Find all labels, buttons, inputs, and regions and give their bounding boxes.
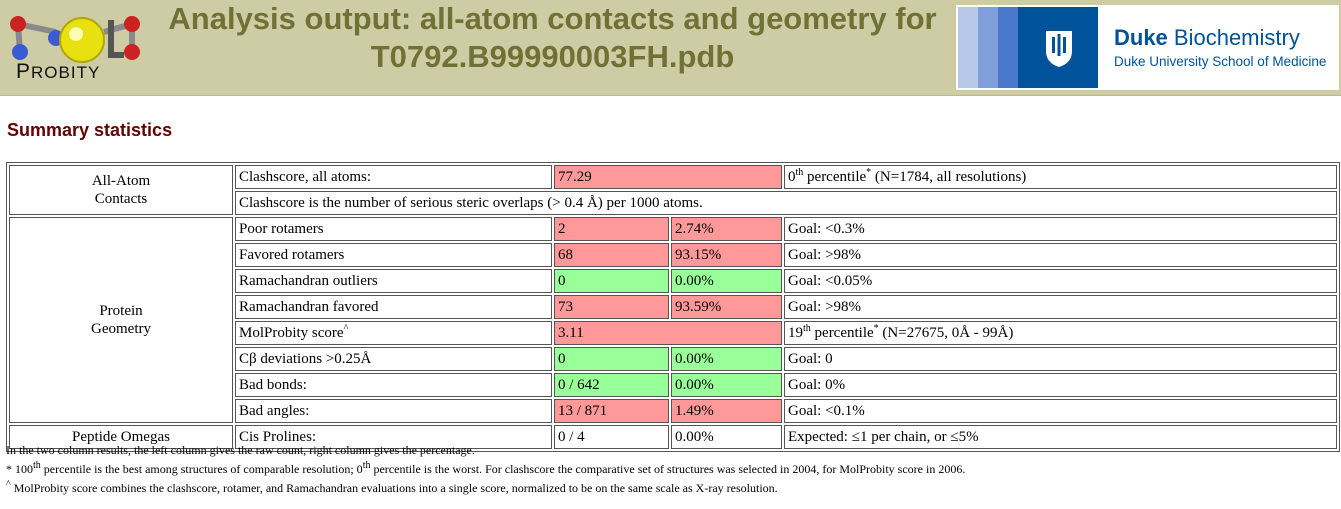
bad-angles-count: 13 / 871 — [554, 399, 669, 423]
table-row: Bad bonds: 0 / 642 0.00% Goal: 0% — [9, 373, 1337, 397]
molprobity-logo-icon — [10, 16, 140, 63]
rama-favored-goal: Goal: >98% — [784, 295, 1337, 319]
table-row: Cβ deviations >0.25Å 0 0.00% Goal: 0 — [9, 347, 1337, 371]
page-title: Analysis output: all-atom contacts and g… — [150, 0, 955, 76]
favored-rotamers-label: Favored rotamers — [235, 243, 552, 267]
poor-rotamers-label: Poor rotamers — [235, 217, 552, 241]
table-row: Clashscore is the number of serious ster… — [9, 191, 1337, 215]
molprobity-score-percentile: 19th percentile* (N=27675, 0Å - 99Å) — [784, 321, 1337, 345]
category-peptide-omegas: Peptide Omegas — [9, 425, 233, 449]
cis-prolines-goal: Expected: ≤1 per chain, or ≤5% — [784, 425, 1337, 449]
bad-bonds-goal: Goal: 0% — [784, 373, 1337, 397]
clashscore-value: 77.29 — [554, 165, 782, 189]
table-row: Ramachandran outliers 0 0.00% Goal: <0.0… — [9, 269, 1337, 293]
page-title-line1: Analysis output: all-atom contacts and g… — [168, 1, 937, 36]
clashscore-description: Clashscore is the number of serious ster… — [235, 191, 1337, 215]
cis-prolines-label: Cis Prolines: — [235, 425, 552, 449]
page-title-line2: T0792.B99990003FH.pdb — [370, 39, 735, 74]
footnote-molprobity-score: ^ MolProbity score combines the clashsco… — [6, 479, 778, 496]
table-row: Ramachandran favored 73 93.59% Goal: >98… — [9, 295, 1337, 319]
rama-outliers-pct: 0.00% — [671, 269, 782, 293]
rama-favored-count: 73 — [554, 295, 669, 319]
rama-outliers-count: 0 — [554, 269, 669, 293]
summary-table: All-Atom Contacts Clashscore, all atoms: … — [6, 162, 1340, 452]
category-protein-geometry: Protein Geometry — [9, 217, 233, 423]
poor-rotamers-count: 2 — [554, 217, 669, 241]
footnotes: In the two column results, the left colu… — [6, 441, 965, 498]
header-banner: PROBITY Analysis output: all-atom contac… — [0, 0, 1341, 96]
duke-chapel-shield-icon — [1046, 31, 1072, 67]
clashscore-label: Clashscore, all atoms: — [235, 165, 552, 189]
cbeta-deviations-count: 0 — [554, 347, 669, 371]
table-row: All-Atom Contacts Clashscore, all atoms: … — [9, 165, 1337, 215]
logo-stripe-3 — [998, 7, 1018, 88]
cbeta-deviations-pct: 0.00% — [671, 347, 782, 371]
bad-angles-label: Bad angles: — [235, 399, 552, 423]
poor-rotamers-pct: 2.74% — [671, 217, 782, 241]
rama-outliers-label: Ramachandran outliers — [235, 269, 552, 293]
bad-bonds-pct: 0.00% — [671, 373, 782, 397]
category-allatom: All-Atom Contacts — [9, 165, 233, 215]
logo-wordmark: PROBITY — [16, 60, 101, 83]
table-row: MolProbity score^ 3.11 19th percentile* … — [9, 321, 1337, 345]
table-row: Peptide Omegas Cis Prolines: 0 / 4 0.00%… — [9, 425, 1337, 449]
bad-bonds-count: 0 / 642 — [554, 373, 669, 397]
rama-outliers-goal: Goal: <0.05% — [784, 269, 1337, 293]
cbeta-deviations-label: Cβ deviations >0.25Å — [235, 347, 552, 371]
favored-rotamers-goal: Goal: >98% — [784, 243, 1337, 267]
clashscore-percentile: 0th percentile* (N=1784, all resolutions… — [784, 165, 1337, 189]
logo-stripe-1 — [958, 7, 978, 88]
bad-angles-pct: 1.49% — [671, 399, 782, 423]
footnote-columns: In the two column results, the left colu… — [6, 443, 475, 457]
cbeta-deviations-goal: Goal: 0 — [784, 347, 1337, 371]
molprobity-score-label: MolProbity score^ — [235, 321, 552, 345]
molprobity-score-value: 3.11 — [554, 321, 782, 345]
section-title: Summary statistics — [7, 120, 173, 140]
table-row: Favored rotamers 68 93.15% Goal: >98% — [9, 243, 1337, 267]
duke-biochemistry-logo[interactable]: Duke Biochemistry Duke University School… — [956, 5, 1339, 90]
logo-stripe-2 — [978, 7, 998, 88]
footnote-percentile: * 100th percentile is the best among str… — [6, 460, 966, 477]
bad-bonds-label: Bad bonds: — [235, 373, 552, 397]
rama-favored-pct: 93.59% — [671, 295, 782, 319]
duke-school: Duke University School of Medicine — [1114, 54, 1327, 69]
poor-rotamers-goal: Goal: <0.3% — [784, 217, 1337, 241]
cis-prolines-pct: 0.00% — [671, 425, 782, 449]
cis-prolines-count: 0 / 4 — [554, 425, 669, 449]
table-row: Bad angles: 13 / 871 1.49% Goal: <0.1% — [9, 399, 1337, 423]
bad-angles-goal: Goal: <0.1% — [784, 399, 1337, 423]
rama-favored-label: Ramachandran favored — [235, 295, 552, 319]
favored-rotamers-pct: 93.15% — [671, 243, 782, 267]
favored-rotamers-count: 68 — [554, 243, 669, 267]
table-row: Protein Geometry Poor rotamers 2 2.74% Go… — [9, 217, 1337, 423]
duke-name: Duke Biochemistry — [1114, 25, 1300, 50]
